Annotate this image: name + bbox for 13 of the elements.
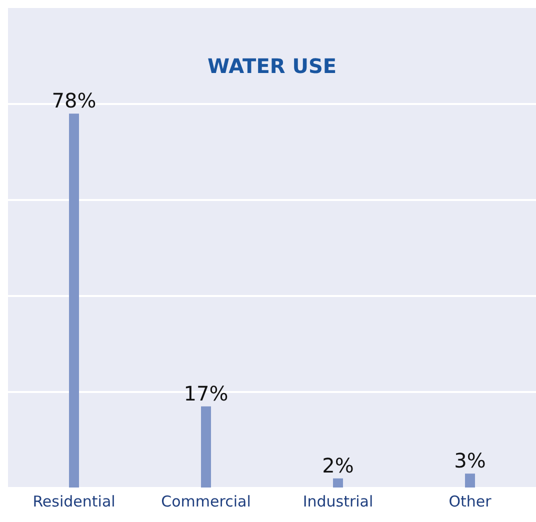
bar: [333, 478, 343, 488]
x-tick-label: Commercial: [161, 492, 251, 511]
bar: [69, 114, 79, 488]
data-label: 3%: [454, 448, 486, 473]
bar: [201, 406, 211, 488]
text: WATER USE: [206, 54, 338, 78]
x-tick-label: Residential: [32, 492, 116, 511]
data-label: 17%: [184, 381, 228, 406]
x-tick-label: Other: [448, 492, 492, 511]
bar: [465, 474, 475, 488]
data-label: 78%: [52, 88, 96, 113]
data-label: 2%: [322, 453, 354, 478]
x-tick-label: Industrial: [302, 492, 374, 511]
